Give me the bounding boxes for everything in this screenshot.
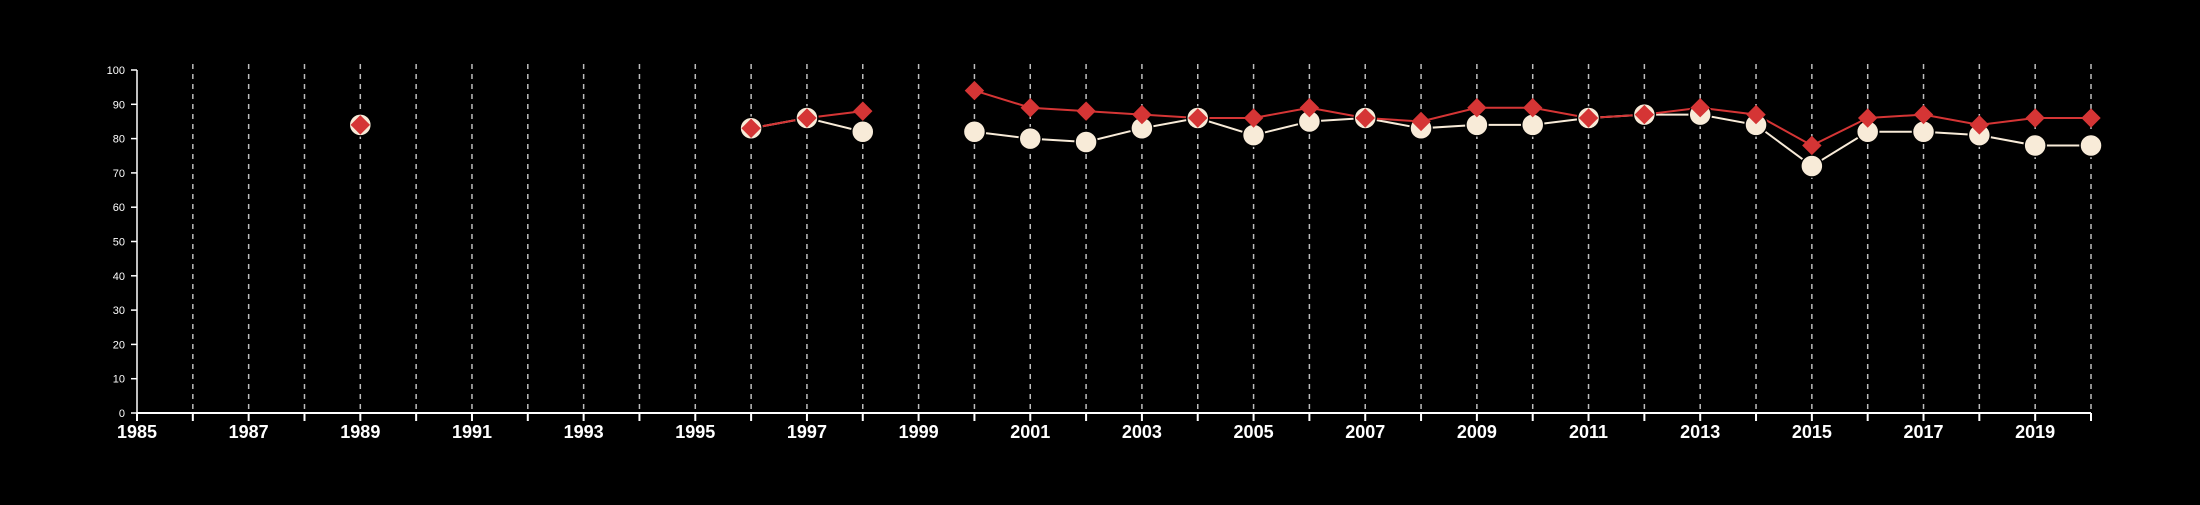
series-layer xyxy=(348,80,2103,178)
y-tick-label: 90 xyxy=(113,99,125,111)
x-tick-label: 1997 xyxy=(787,422,827,442)
data-point-diamond xyxy=(1020,98,1040,118)
data-point-circle xyxy=(851,119,875,144)
x-tick-label: 1991 xyxy=(452,422,492,442)
y-tick-label: 30 xyxy=(113,305,125,317)
data-point-diamond xyxy=(1690,98,1710,118)
data-point-diamond xyxy=(964,80,985,101)
x-tick-label: 2007 xyxy=(1345,422,1385,442)
y-tick-label: 10 xyxy=(113,374,125,386)
axis-layer: 0 10 20 30 40 50 60 70 80 90 100 1985 1987 1989 1991 19… xyxy=(107,65,2092,442)
data-point-diamond xyxy=(1243,108,1264,128)
data-point-diamond xyxy=(1076,101,1096,121)
x-tick-label: 1989 xyxy=(340,422,380,442)
data-point-diamond xyxy=(1634,104,1655,125)
data-point-diamond xyxy=(797,108,817,128)
x-tick-label: 1995 xyxy=(675,422,715,442)
x-tick-label: 2019 xyxy=(2015,422,2055,442)
data-point-diamond xyxy=(1913,104,1934,125)
data-point-diamond xyxy=(1467,98,1487,118)
data-point-diamond xyxy=(1523,98,1543,118)
x-tick-label: 2011 xyxy=(1569,422,1608,442)
y-tick-label: 70 xyxy=(113,168,125,180)
x-tick-label: 1985 xyxy=(117,422,157,442)
data-point-circle xyxy=(1018,126,1043,151)
x-tick-label: 2015 xyxy=(1792,422,1832,442)
x-tick-label: 1999 xyxy=(899,422,939,442)
grid-layer xyxy=(192,64,2092,413)
x-tick-label: 1987 xyxy=(229,422,269,442)
x-tick-label: 2003 xyxy=(1122,422,1162,442)
y-tick-label: 100 xyxy=(107,65,125,77)
data-point-diamond xyxy=(2025,108,2045,128)
data-point-circle xyxy=(2023,133,2047,158)
data-point-diamond xyxy=(1802,135,1822,156)
data-point-diamond xyxy=(1746,104,1766,125)
y-tick-label: 40 xyxy=(113,271,125,283)
data-point-circle xyxy=(962,119,987,144)
data-point-diamond xyxy=(1969,115,1990,135)
y-tick-label: 0 xyxy=(119,408,125,420)
x-tick-label: 2017 xyxy=(1903,422,1943,442)
data-point-circle xyxy=(1800,154,1824,178)
data-point-diamond xyxy=(1132,104,1152,125)
data-point-diamond xyxy=(1299,98,1320,118)
data-point-diamond xyxy=(1188,108,1208,128)
y-tick-label: 80 xyxy=(113,134,125,146)
x-tick-label: 2001 xyxy=(1010,422,1050,442)
data-point-diamond xyxy=(741,118,761,139)
data-point-circle xyxy=(1074,130,1098,154)
data-point-diamond xyxy=(1355,108,1375,128)
data-point-diamond xyxy=(350,115,371,135)
data-point-diamond xyxy=(1857,108,1878,128)
x-tick-label: 1993 xyxy=(564,422,604,442)
y-tick-label: 50 xyxy=(113,237,125,249)
x-tick-label: 2013 xyxy=(1680,422,1720,442)
x-tick-label: 2005 xyxy=(1234,422,1274,442)
data-point-diamond xyxy=(2081,108,2101,128)
data-point-circle xyxy=(2079,133,2103,158)
x-tick-label: 2009 xyxy=(1457,422,1497,442)
y-tick-label: 20 xyxy=(113,339,125,351)
data-point-diamond xyxy=(1411,111,1431,132)
y-tick-label: 60 xyxy=(113,202,125,214)
data-point-diamond xyxy=(1578,108,1599,128)
data-point-diamond xyxy=(853,101,873,121)
